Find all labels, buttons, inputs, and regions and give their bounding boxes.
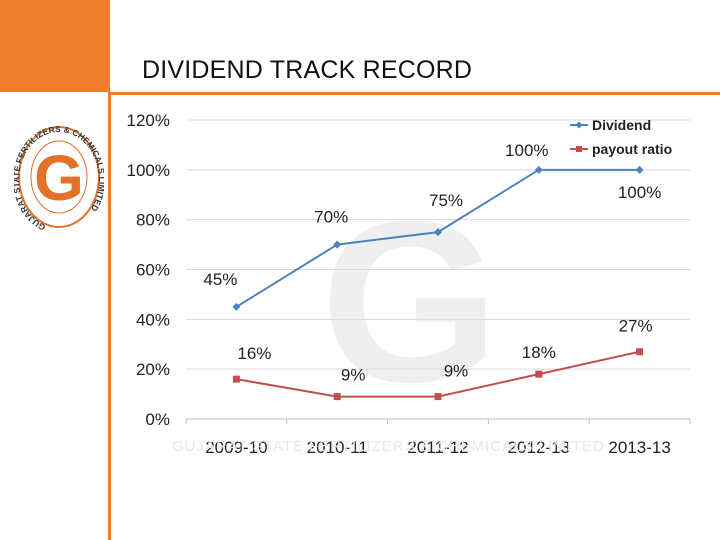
- title-underline: [110, 92, 720, 95]
- chart-watermark: G: [321, 173, 500, 430]
- watermark-letter: G: [321, 173, 500, 430]
- y-tick-label: 80%: [136, 211, 170, 230]
- data-label: 75%: [429, 191, 463, 210]
- y-tick-label: 0%: [145, 410, 170, 429]
- x-tick-label: 2013-13: [608, 438, 670, 457]
- data-point-dividend: [232, 302, 241, 311]
- x-tick-label: 2012-13: [508, 438, 570, 457]
- legend-label: payout ratio: [592, 141, 672, 157]
- legend-marker-payout: [576, 146, 582, 152]
- data-label: 100%: [618, 183, 661, 202]
- x-tick-label: 2009-10: [205, 438, 267, 457]
- slide-title: DIVIDEND TRACK RECORD: [142, 56, 473, 84]
- legend-label: Dividend: [592, 117, 651, 133]
- data-point-dividend: [434, 228, 442, 237]
- y-tick-label: 20%: [136, 360, 170, 379]
- data-point-payout: [333, 393, 341, 401]
- data-point-dividend: [534, 165, 543, 174]
- data-label: 9%: [444, 362, 469, 381]
- x-tick-label: 2010-11: [307, 438, 368, 457]
- watermark-company-text: GUJARAT STATE FERTILIZERS & CHEMICALS LI…: [172, 438, 605, 455]
- data-label: 9%: [341, 366, 366, 385]
- data-label: 100%: [505, 141, 548, 160]
- company-logo: GUJARAT STATE FERTILIZERS & CHEMICALS LI…: [14, 124, 104, 233]
- chart-data-labels: 45% 70% 75% 100% 100% 16% 9% 9% 18% 27%: [203, 141, 661, 385]
- data-label: 18%: [522, 343, 556, 362]
- data-point-payout: [636, 348, 644, 356]
- data-point-payout: [232, 375, 240, 383]
- data-point-payout: [434, 393, 442, 401]
- chart-axes: 0% 20% 40% 60% 80% 100% 120% 2009-10 2010-11 2011…: [127, 111, 691, 457]
- data-point-dividend: [635, 165, 644, 174]
- data-point-payout: [535, 370, 543, 378]
- y-tick-label: 100%: [127, 161, 170, 180]
- chart-legend: Dividend payout ratio: [570, 117, 672, 157]
- data-label: 45%: [203, 270, 237, 289]
- legend-marker-dividend: [575, 121, 583, 129]
- y-tick-label: 120%: [127, 111, 170, 130]
- logo-inner-ring: [30, 140, 88, 214]
- y-tick-label: 60%: [136, 261, 170, 280]
- dividend-chart: G 0% 20% 40% 60% 80% 100% 120% 2009-10 2010-11 20…: [127, 111, 691, 457]
- y-tick-label: 40%: [136, 310, 170, 329]
- data-point-dividend: [333, 240, 342, 249]
- logo-letter: G: [34, 142, 84, 214]
- data-label: 16%: [237, 344, 271, 363]
- orange-header-block: [0, 0, 110, 92]
- data-label: 27%: [619, 317, 653, 336]
- sidebar-divider: [108, 92, 111, 540]
- data-label: 70%: [314, 208, 348, 227]
- x-tick-label: 2011-12: [407, 438, 468, 457]
- chart-series: [232, 165, 644, 401]
